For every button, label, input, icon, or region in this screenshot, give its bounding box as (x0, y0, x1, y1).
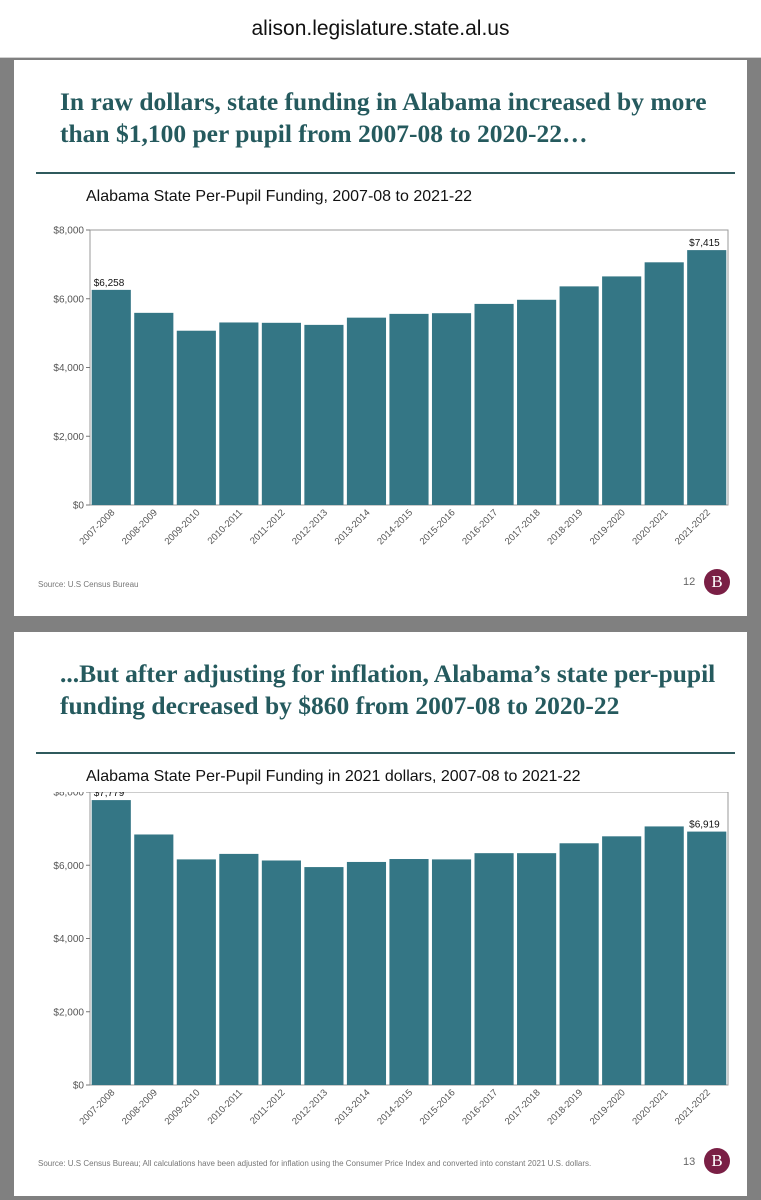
x-tick-label: 2020-2021 (630, 507, 670, 547)
bar (431, 859, 472, 1085)
x-tick-label: 2010-2011 (206, 507, 245, 546)
data-label: $6,258 (94, 278, 125, 289)
bar (687, 250, 727, 505)
x-tick-label: 2018-2019 (545, 1087, 585, 1127)
chart-title: Alabama State Per-Pupil Funding, 2007-08… (86, 188, 473, 205)
x-tick-label: 2016-2017 (460, 507, 500, 547)
bar (134, 312, 174, 505)
bar (219, 322, 259, 505)
x-tick-label: 2010-2011 (206, 1087, 245, 1126)
bar (644, 826, 684, 1085)
bar (431, 313, 472, 505)
slide-12: In raw dollars, state funding in Alabama… (14, 60, 747, 616)
page-number: 12 (683, 576, 696, 588)
x-tick-label: 2021-2022 (673, 507, 713, 547)
x-tick-label: 2015-2016 (418, 1087, 458, 1127)
source-note: Source: U.S Census Bureau; All calculati… (38, 1159, 592, 1168)
x-tick-label: 2009-2010 (163, 507, 203, 547)
y-tick-label: $2,000 (53, 432, 84, 443)
x-tick-label: 2012-2013 (290, 507, 330, 547)
bar (261, 860, 301, 1085)
slide-headline: ...But after adjusting for inflation, Al… (60, 659, 716, 720)
bar (474, 303, 514, 505)
chart-title: Alabama State Per-Pupil Funding in 2021 … (86, 768, 581, 785)
bar (389, 859, 429, 1085)
bar (219, 853, 259, 1085)
bar (602, 836, 642, 1085)
headline-divider (36, 752, 735, 754)
x-tick-label: 2017-2018 (503, 507, 543, 547)
browser-url-bar[interactable]: alison.legislature.state.al.us (0, 0, 761, 58)
x-tick-label: 2011-2012 (248, 507, 287, 546)
x-tick-label: 2007-2008 (77, 507, 117, 547)
y-tick-label: $8,000 (53, 226, 84, 237)
bar-chart-raw-dollars: $0 $2,000 $4,000 $6,000 $8,000 2007-2008 2008-… (53, 226, 729, 547)
x-tick-label: 2020-2021 (630, 1087, 670, 1127)
y-tick-label: $4,000 (53, 363, 84, 374)
x-tick-label: 2019-2020 (588, 1087, 628, 1127)
x-tick-label: 2009-2010 (163, 1087, 203, 1127)
brand-logo-icon: B (704, 569, 730, 595)
bar (91, 800, 131, 1085)
x-tick-label: 2008-2009 (120, 1087, 160, 1127)
data-label: $6,919 (689, 820, 720, 831)
slide-headline: In raw dollars, state funding in Alabama… (60, 87, 707, 148)
bar (304, 867, 344, 1085)
x-tick-label: 2017-2018 (503, 1087, 543, 1127)
bar (602, 276, 642, 505)
data-label: $7,415 (689, 238, 720, 249)
y-tick-label: $0 (73, 1081, 85, 1092)
bar (261, 322, 301, 505)
x-tick-label: 2019-2020 (588, 507, 628, 547)
page-number: 13 (683, 1156, 696, 1168)
bar (687, 831, 727, 1085)
x-tick-label: 2013-2014 (333, 1087, 373, 1127)
x-tick-label: 2011-2012 (248, 1087, 287, 1126)
source-note: Source: U.S Census Bureau (38, 580, 139, 589)
x-tick-label: 2013-2014 (333, 507, 373, 547)
x-tick-label: 2014-2015 (375, 507, 415, 547)
x-tick-label: 2016-2017 (460, 1087, 500, 1127)
bar (346, 861, 387, 1085)
bar (304, 324, 344, 505)
bar (389, 313, 429, 505)
bar (91, 289, 131, 505)
bar (559, 286, 599, 505)
x-tick-label: 2008-2009 (120, 507, 160, 547)
url-text: alison.legislature.state.al.us (251, 16, 510, 40)
y-tick-label: $4,000 (53, 934, 84, 945)
x-tick-label: 2021-2022 (673, 1087, 713, 1127)
bar (517, 299, 557, 505)
bar (346, 317, 387, 505)
bar (644, 262, 684, 505)
y-tick-label: $8,000 (53, 792, 84, 799)
bar (474, 853, 514, 1085)
x-tick-label: 2014-2015 (375, 1087, 415, 1127)
bar (176, 330, 216, 505)
brand-logo-icon: B (704, 1148, 730, 1174)
bar (134, 834, 174, 1085)
y-tick-label: $2,000 (53, 1007, 84, 1018)
bar (559, 843, 599, 1085)
bar-chart-inflation-adjusted: $0 $2,000 $4,000 $6,000 $8,000 2007-2008 2008-… (53, 792, 729, 1127)
y-tick-label: $0 (73, 501, 85, 512)
x-tick-label: 2018-2019 (545, 507, 585, 547)
x-tick-label: 2015-2016 (418, 507, 458, 547)
y-tick-label: $6,000 (53, 294, 84, 305)
y-tick-label: $6,000 (53, 861, 84, 872)
bar (517, 853, 557, 1085)
bar (176, 859, 216, 1085)
data-label: $7,779 (94, 792, 125, 799)
slide-13: ...But after adjusting for inflation, Al… (14, 632, 747, 1196)
x-tick-label: 2012-2013 (290, 1087, 330, 1127)
x-tick-label: 2007-2008 (77, 1087, 117, 1127)
headline-divider (36, 172, 735, 174)
